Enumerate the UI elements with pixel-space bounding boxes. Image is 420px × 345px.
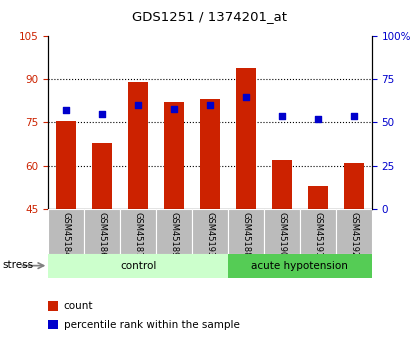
- Text: percentile rank within the sample: percentile rank within the sample: [64, 319, 240, 329]
- Bar: [344, 163, 364, 209]
- Bar: [128, 82, 148, 209]
- Bar: [300, 209, 336, 254]
- Point: [243, 94, 249, 99]
- Bar: [200, 99, 220, 209]
- Bar: [156, 209, 192, 254]
- Point: [171, 106, 177, 111]
- Point: [135, 102, 142, 108]
- Bar: [120, 209, 156, 254]
- Text: GSM45193: GSM45193: [205, 212, 215, 257]
- Text: GSM45187: GSM45187: [134, 212, 143, 257]
- Bar: [164, 102, 184, 209]
- Bar: [308, 186, 328, 209]
- Text: acute hypotension: acute hypotension: [252, 261, 348, 270]
- Point: [99, 111, 105, 117]
- Bar: [48, 209, 84, 254]
- Text: GSM45184: GSM45184: [62, 212, 71, 257]
- Bar: [228, 209, 264, 254]
- Text: GSM45190: GSM45190: [277, 212, 286, 257]
- Point: [350, 113, 357, 118]
- Point: [315, 116, 321, 122]
- Text: GSM45189: GSM45189: [170, 212, 178, 257]
- Text: GSM45186: GSM45186: [98, 212, 107, 257]
- Point: [278, 113, 285, 118]
- Bar: [48, 254, 228, 278]
- Text: stress: stress: [2, 260, 33, 270]
- Text: GSM45188: GSM45188: [241, 212, 250, 257]
- Bar: [84, 209, 120, 254]
- Bar: [236, 68, 256, 209]
- Bar: [228, 254, 372, 278]
- Point: [207, 102, 213, 108]
- Bar: [92, 142, 112, 209]
- Bar: [272, 160, 292, 209]
- Bar: [264, 209, 300, 254]
- Text: count: count: [64, 300, 93, 310]
- Bar: [336, 209, 372, 254]
- Text: GSM45191: GSM45191: [313, 212, 322, 257]
- Text: GSM45192: GSM45192: [349, 212, 358, 257]
- Bar: [56, 121, 76, 209]
- Point: [63, 108, 70, 113]
- Bar: [192, 209, 228, 254]
- Text: GDS1251 / 1374201_at: GDS1251 / 1374201_at: [132, 10, 288, 23]
- Text: control: control: [120, 261, 156, 270]
